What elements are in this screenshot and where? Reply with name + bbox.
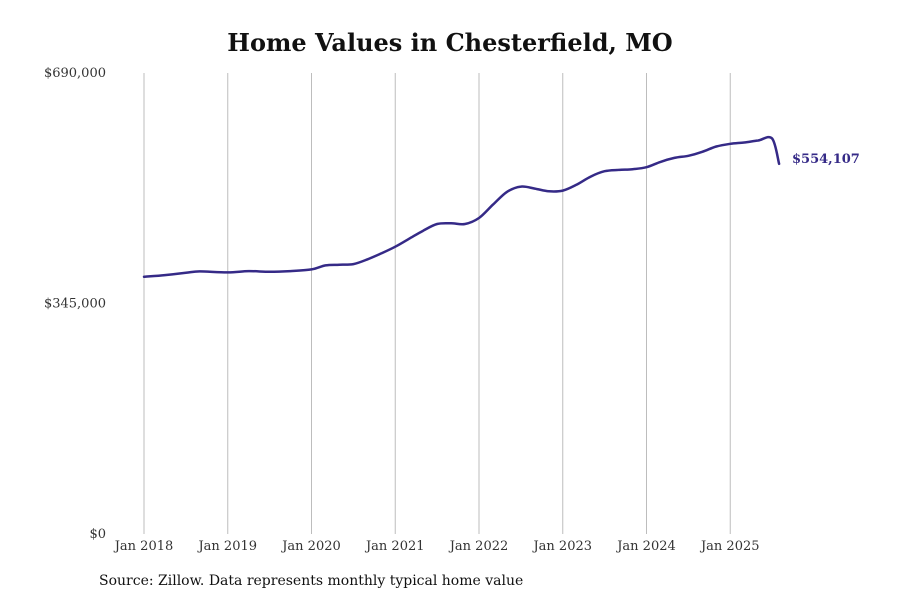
x-tick-label: Jan 2025 — [699, 539, 760, 554]
x-tick-label: Jan 2021 — [364, 539, 425, 554]
x-axis-ticks: Jan 2018 Jan 2019 Jan 2020 Jan 2021 Jan 2022… — [113, 539, 760, 554]
y-tick-label: $0 — [89, 527, 106, 542]
grid-lines — [143, 73, 731, 534]
x-tick-label: Jan 2020 — [280, 539, 341, 554]
end-value-label: $554,107 — [792, 152, 860, 167]
source-note: Source: Zillow. Data represents monthly … — [99, 573, 524, 589]
y-tick-label: $690,000 — [44, 66, 106, 81]
y-tick-label: $345,000 — [44, 297, 106, 312]
x-tick-label: Jan 2022 — [448, 539, 509, 554]
chart-title: Home Values in Chesterfield, MO — [227, 28, 673, 57]
y-axis-ticks: $0 $345,000 $690,000 — [44, 66, 106, 542]
x-tick-label: Jan 2024 — [615, 539, 676, 554]
series-line — [142, 135, 781, 279]
x-tick-label: Jan 2019 — [196, 539, 257, 554]
x-tick-label: Jan 2018 — [113, 539, 174, 554]
x-tick-label: Jan 2023 — [531, 539, 592, 554]
